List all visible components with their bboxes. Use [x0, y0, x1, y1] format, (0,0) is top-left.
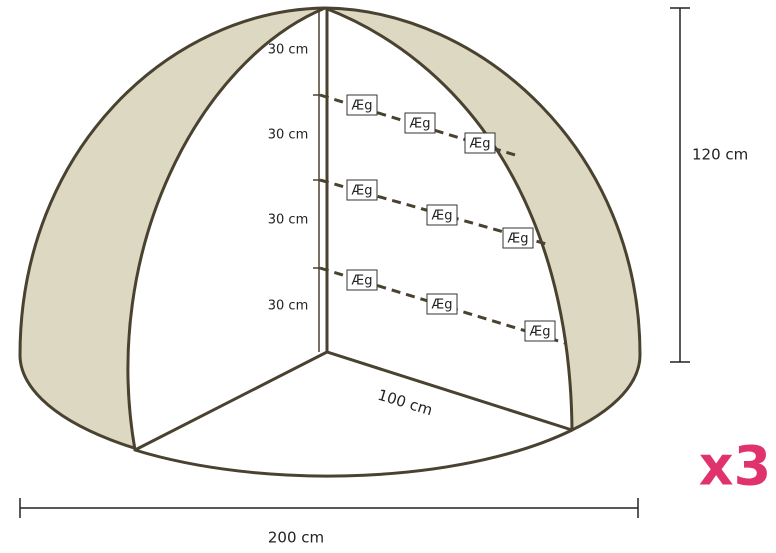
eggs: Æg Æg Æg Æg Æg Æg Æg Æg Æg	[346, 94, 556, 342]
egg-box	[426, 204, 458, 226]
egg-box	[346, 94, 378, 116]
egg-label: Æg	[352, 99, 373, 114]
egg-box	[502, 227, 534, 249]
width-bar	[19, 498, 639, 518]
egg-box	[346, 179, 378, 201]
egg-label: Æg	[432, 209, 453, 224]
height-bar	[670, 7, 690, 363]
egg-box	[464, 132, 496, 154]
egg-box	[404, 112, 436, 134]
width-label: 200 cm	[268, 529, 324, 547]
height-segments: 30 cm 30 cm 30 cm 30 cm	[268, 43, 309, 314]
egg-label: Æg	[530, 325, 551, 340]
multiplier: x3	[699, 435, 771, 498]
dome-cutaway	[126, 6, 574, 478]
height-segment-label: 30 cm	[268, 43, 309, 58]
height-label: 120 cm	[692, 146, 748, 164]
egg-label: Æg	[432, 298, 453, 313]
egg-label: Æg	[352, 274, 373, 289]
egg-box	[346, 269, 378, 291]
height-segment-label: 30 cm	[268, 128, 309, 143]
height-segment-label: 30 cm	[268, 299, 309, 314]
egg-label: Æg	[352, 184, 373, 199]
egg-label: Æg	[508, 232, 529, 247]
height-segment-label: 30 cm	[268, 213, 309, 228]
egg-box	[524, 320, 556, 342]
egg-label: Æg	[410, 117, 431, 132]
pole-ticks	[313, 94, 320, 269]
egg-label: Æg	[470, 137, 491, 152]
egg-box	[426, 293, 458, 315]
